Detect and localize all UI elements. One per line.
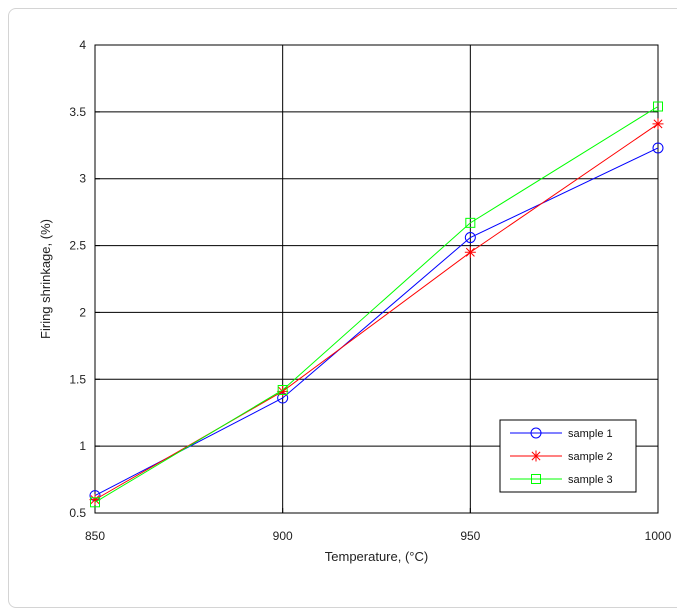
series-2 [89, 118, 664, 506]
y-tick-label: 3.5 [69, 105, 86, 119]
y-tick-label: 4 [79, 38, 86, 52]
legend: sample 1 sample 2 sample 3 [499, 419, 637, 493]
x-tick-label: 850 [85, 529, 105, 543]
series-line [94, 106, 659, 503]
data-point [653, 101, 663, 112]
data-point [652, 142, 664, 154]
legend-marker [531, 474, 541, 484]
y-tick-label: 3 [79, 172, 86, 186]
x-tick-label: 950 [460, 529, 480, 543]
legend-item: sample 3 [510, 474, 613, 486]
y-axis-ticks: 0.5 1 1.5 2 2.5 3 3.5 4 [69, 38, 100, 520]
data-point [464, 232, 476, 244]
y-tick-label: 0.5 [69, 506, 86, 520]
x-axis-ticks: 850 900 950 1000 [85, 508, 672, 543]
legend-label: sample 2 [568, 451, 613, 463]
x-axis-label: Temperature, (°C) [325, 549, 428, 564]
series-3 [90, 101, 663, 508]
legend-label: sample 1 [568, 428, 613, 440]
x-tick-label: 1000 [645, 529, 672, 543]
y-tick-label: 2 [79, 305, 86, 319]
legend-item: sample 2 [510, 450, 613, 463]
data-point [652, 118, 664, 130]
data-point [89, 494, 101, 506]
line-chart: 850 900 950 1000 0.5 1 1.5 2 2.5 3 3.5 4 Temperatu… [38, 38, 672, 564]
y-tick-label: 2.5 [69, 239, 86, 253]
y-tick-label: 1.5 [69, 372, 86, 386]
data-point [90, 497, 100, 508]
data-point [277, 384, 288, 395]
y-tick-label: 1 [79, 439, 86, 453]
data-point [465, 217, 476, 228]
legend-marker [530, 450, 542, 462]
legend-label: sample 3 [568, 474, 613, 486]
x-tick-label: 900 [273, 529, 293, 543]
plot-border [94, 44, 659, 514]
series-line [94, 147, 659, 497]
y-axis-label: Firing shrinkage, (%) [38, 219, 53, 339]
legend-marker [530, 427, 542, 439]
data-point [277, 385, 289, 397]
series-line [94, 123, 659, 501]
data-point [464, 246, 476, 258]
series-group [89, 101, 664, 508]
legend-item: sample 1 [510, 427, 613, 440]
